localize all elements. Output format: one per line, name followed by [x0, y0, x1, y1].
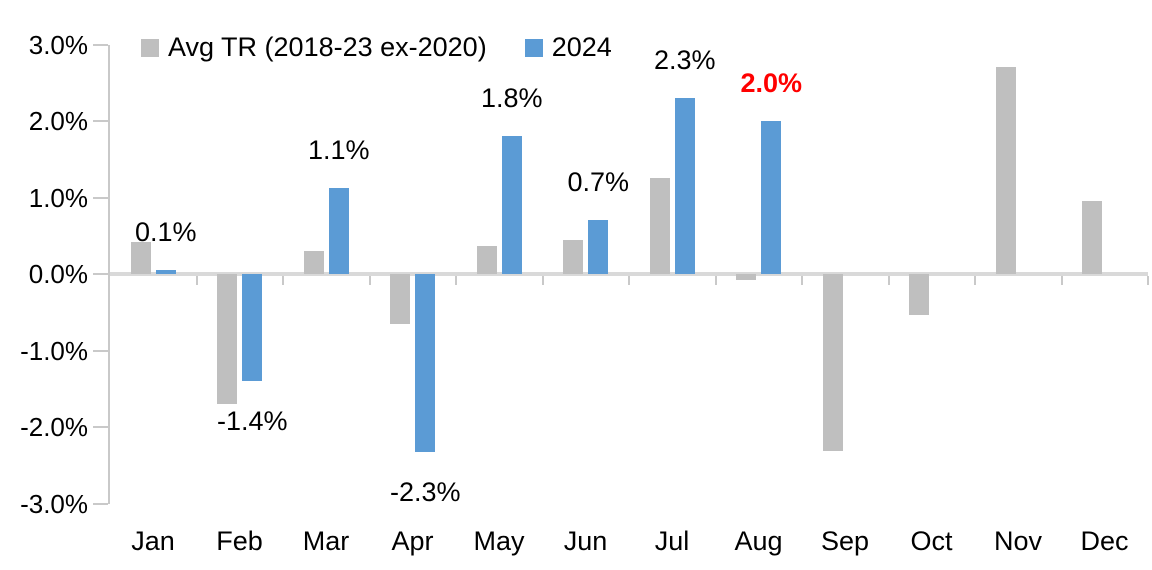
- x-axis-label: May: [473, 526, 525, 556]
- data-label: 2.3%: [653, 45, 716, 76]
- legend-item-avg-tr: Avg TR (2018-23 ex-2020): [141, 32, 487, 63]
- y-axis-label: 3.0%: [28, 29, 88, 60]
- y-axis-label: -2.0%: [20, 412, 88, 442]
- legend-item-2024: 2024: [524, 32, 612, 63]
- avg-tr-bar: [390, 274, 411, 325]
- data-label: -1.4%: [216, 406, 288, 437]
- avg-tr-bar: [130, 241, 151, 274]
- avg-tr-bar: [822, 274, 843, 451]
- x-axis-tick: [628, 276, 630, 285]
- x-axis-tick: [974, 276, 976, 285]
- data-label: -2.3%: [389, 477, 461, 508]
- y-axis-label: -1.0%: [20, 335, 88, 366]
- x-axis-label: Apr: [391, 526, 434, 556]
- data-label: 0.1%: [134, 217, 197, 248]
- y-axis-tick: [93, 196, 108, 199]
- x-axis-label: Jul: [654, 526, 690, 556]
- bar-2024: [501, 136, 522, 274]
- data-label: 1.8%: [480, 83, 543, 114]
- avg-tr-bar: [476, 246, 497, 274]
- y-axis-tick: [93, 502, 108, 505]
- legend-swatch-2024-icon: [524, 38, 543, 57]
- avg-tr-bar: [649, 178, 670, 274]
- x-axis-tick: [195, 276, 198, 285]
- x-axis-tick: [1060, 276, 1063, 285]
- x-axis-tick: [541, 276, 544, 285]
- bar-2024: [674, 98, 695, 274]
- x-axis-tick: [1147, 276, 1149, 285]
- x-axis-zero-line: [110, 272, 1148, 276]
- bar-2024: [415, 274, 436, 453]
- avg-tr-bar: [1082, 200, 1103, 274]
- x-axis-label: Dec: [1080, 526, 1129, 556]
- x-axis-tick: [282, 276, 284, 285]
- x-axis-tick: [801, 276, 803, 285]
- y-axis-label: 2.0%: [28, 106, 88, 136]
- x-axis-label: Nov: [993, 526, 1042, 556]
- data-label: 0.7%: [567, 167, 630, 198]
- data-label: 1.1%: [307, 134, 370, 165]
- bar-2024: [761, 121, 782, 274]
- y-axis-label: 1.0%: [28, 182, 88, 213]
- x-axis-tick: [455, 276, 457, 285]
- bar-2024: [155, 270, 176, 274]
- bar-2024: [242, 274, 263, 382]
- x-axis-label: Sep: [820, 526, 870, 556]
- y-axis-tick: [93, 349, 108, 352]
- x-axis-tick: [887, 276, 890, 285]
- x-axis-tick: [368, 276, 371, 285]
- x-axis-label: Mar: [302, 526, 350, 556]
- legend-label-avg-tr: Avg TR (2018-23 ex-2020): [168, 32, 487, 62]
- avg-tr-bar: [303, 251, 324, 274]
- y-axis-tick: [93, 426, 108, 428]
- chart-legend: Avg TR (2018-23 ex-2020) 2024: [141, 32, 612, 63]
- data-label: 2.0%: [740, 68, 803, 98]
- bar-2024: [588, 220, 609, 274]
- y-axis-label: -3.0%: [20, 488, 88, 519]
- avg-tr-bar: [736, 274, 757, 281]
- x-axis-label: Jun: [563, 526, 608, 556]
- y-axis-tick: [93, 43, 108, 46]
- legend-swatch-avg-tr-icon: [141, 38, 159, 57]
- x-axis-label: Feb: [216, 526, 263, 556]
- avg-tr-bar: [563, 239, 584, 274]
- y-axis-line: [108, 44, 110, 504]
- avg-tr-bar: [909, 274, 930, 316]
- y-axis-label: 0.0%: [28, 259, 88, 289]
- y-axis-tick: [93, 273, 108, 275]
- x-axis-label: Aug: [734, 526, 783, 556]
- avg-tr-bar: [217, 274, 238, 405]
- avg-tr-bar: [995, 67, 1016, 274]
- y-axis-tick: [93, 120, 108, 122]
- x-axis-label: Jan: [131, 526, 175, 556]
- legend-label-2024: 2024: [551, 32, 612, 62]
- x-axis-tick: [714, 276, 717, 285]
- x-axis-label: Oct: [910, 526, 953, 556]
- bar-2024: [328, 187, 349, 274]
